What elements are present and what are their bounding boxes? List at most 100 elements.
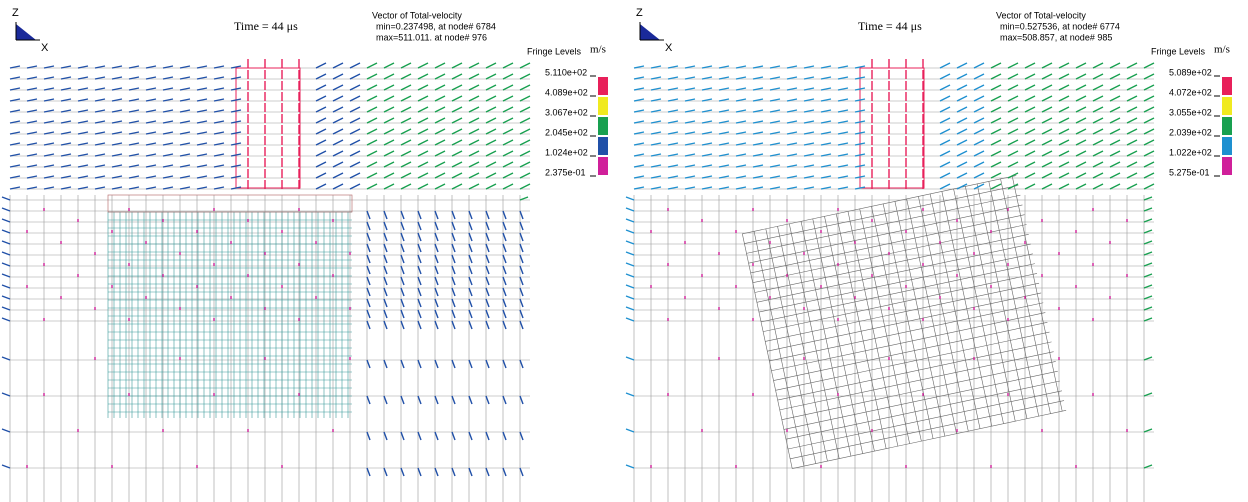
velocity-vector	[735, 131, 747, 135]
velocity-vector	[434, 359, 439, 369]
velocity-vector	[434, 84, 446, 91]
velocity-vector	[77, 87, 89, 91]
velocity-vector	[769, 109, 781, 113]
velocity-vector	[1143, 196, 1153, 201]
velocity-vector	[956, 161, 968, 168]
velocity-vector	[519, 172, 531, 179]
velocity-vector	[1075, 117, 1087, 124]
velocity-vector	[633, 109, 645, 113]
velocity-vector	[684, 186, 696, 190]
velocity-vector	[400, 183, 412, 190]
velocity-vector	[519, 150, 531, 157]
velocity-vector	[837, 175, 849, 179]
velocity-vector	[94, 153, 106, 157]
velocity-vector	[26, 175, 38, 179]
velocity-vector	[383, 232, 388, 242]
velocity-vector	[366, 73, 378, 80]
velocity-vector	[786, 175, 798, 179]
velocity-vector	[485, 320, 490, 330]
velocity-vector	[1109, 106, 1121, 113]
velocity-vector	[128, 175, 140, 179]
velocity-vector	[315, 73, 327, 80]
velocity-vector	[1126, 95, 1138, 102]
velocity-vector	[332, 117, 344, 124]
velocity-vector	[451, 276, 456, 286]
fringe-swatch	[598, 137, 608, 155]
velocity-vector	[1092, 128, 1104, 135]
velocity-vector	[820, 109, 832, 113]
fringe-swatch	[1222, 137, 1232, 155]
velocity-vector	[145, 65, 157, 69]
velocity-vector	[1075, 161, 1087, 168]
velocity-vector	[230, 164, 242, 168]
velocity-vector	[1007, 62, 1019, 69]
velocity-vector	[667, 164, 679, 168]
velocity-vector	[60, 98, 72, 102]
velocity-vector	[451, 106, 463, 113]
velocity-vector	[434, 232, 439, 242]
velocity-vector	[1143, 218, 1153, 223]
velocity-vector	[1143, 139, 1155, 146]
velocity-vector	[1007, 95, 1019, 102]
velocity-vector	[973, 172, 985, 179]
velocity-vector	[94, 142, 106, 146]
velocity-vector	[383, 95, 395, 102]
velocity-vector	[1126, 73, 1138, 80]
velocity-vector	[434, 106, 446, 113]
velocity-vector	[468, 320, 473, 330]
axis-label: Z	[12, 7, 19, 19]
velocity-vector	[1075, 128, 1087, 135]
velocity-vector	[451, 254, 456, 264]
target-mesh	[790, 400, 1065, 460]
velocity-vector	[9, 120, 21, 124]
velocity-vector	[786, 164, 798, 168]
velocity-vector	[1109, 95, 1121, 102]
velocity-vector	[94, 109, 106, 113]
velocity-vector	[94, 120, 106, 124]
velocity-vector	[468, 221, 473, 231]
velocity-vector	[1041, 150, 1053, 157]
velocity-vector	[1, 464, 11, 469]
target-mesh	[748, 204, 1023, 264]
velocity-vector	[667, 98, 679, 102]
fringe-level: 2.375e-01	[545, 167, 586, 177]
velocity-vector	[332, 128, 344, 135]
velocity-vector	[468, 265, 473, 275]
velocity-vector	[468, 161, 480, 168]
velocity-vector	[196, 120, 208, 124]
target-mesh	[754, 233, 1029, 293]
velocity-vector	[1058, 106, 1070, 113]
velocity-vector	[1058, 161, 1070, 168]
velocity-vector	[1024, 150, 1036, 157]
velocity-vector	[230, 109, 242, 113]
fringe-swatch	[598, 77, 608, 95]
velocity-vector	[485, 243, 490, 253]
velocity-vector	[769, 87, 781, 91]
velocity-vector	[383, 62, 395, 69]
velocity-vector	[1058, 95, 1070, 102]
velocity-vector	[179, 120, 191, 124]
velocity-vector	[400, 467, 405, 477]
velocity-vector	[485, 309, 490, 319]
velocity-vector	[1143, 273, 1153, 278]
velocity-vector	[519, 309, 524, 319]
velocity-vector	[162, 120, 174, 124]
velocity-vector	[786, 153, 798, 157]
velocity-vector	[230, 65, 242, 69]
velocity-vector	[468, 139, 480, 146]
velocity-vector	[60, 186, 72, 190]
velocity-vector	[1126, 150, 1138, 157]
velocity-vector	[1058, 73, 1070, 80]
velocity-vector	[60, 142, 72, 146]
velocity-vector	[1075, 73, 1087, 80]
velocity-vector	[973, 62, 985, 69]
velocity-vector	[111, 65, 123, 69]
velocity-vector	[230, 98, 242, 102]
velocity-vector	[1024, 183, 1036, 190]
velocity-vector	[1143, 392, 1153, 397]
velocity-vector	[179, 186, 191, 190]
velocity-vector	[400, 254, 405, 264]
velocity-vector	[786, 87, 798, 91]
velocity-vector	[94, 76, 106, 80]
velocity-vector	[769, 142, 781, 146]
